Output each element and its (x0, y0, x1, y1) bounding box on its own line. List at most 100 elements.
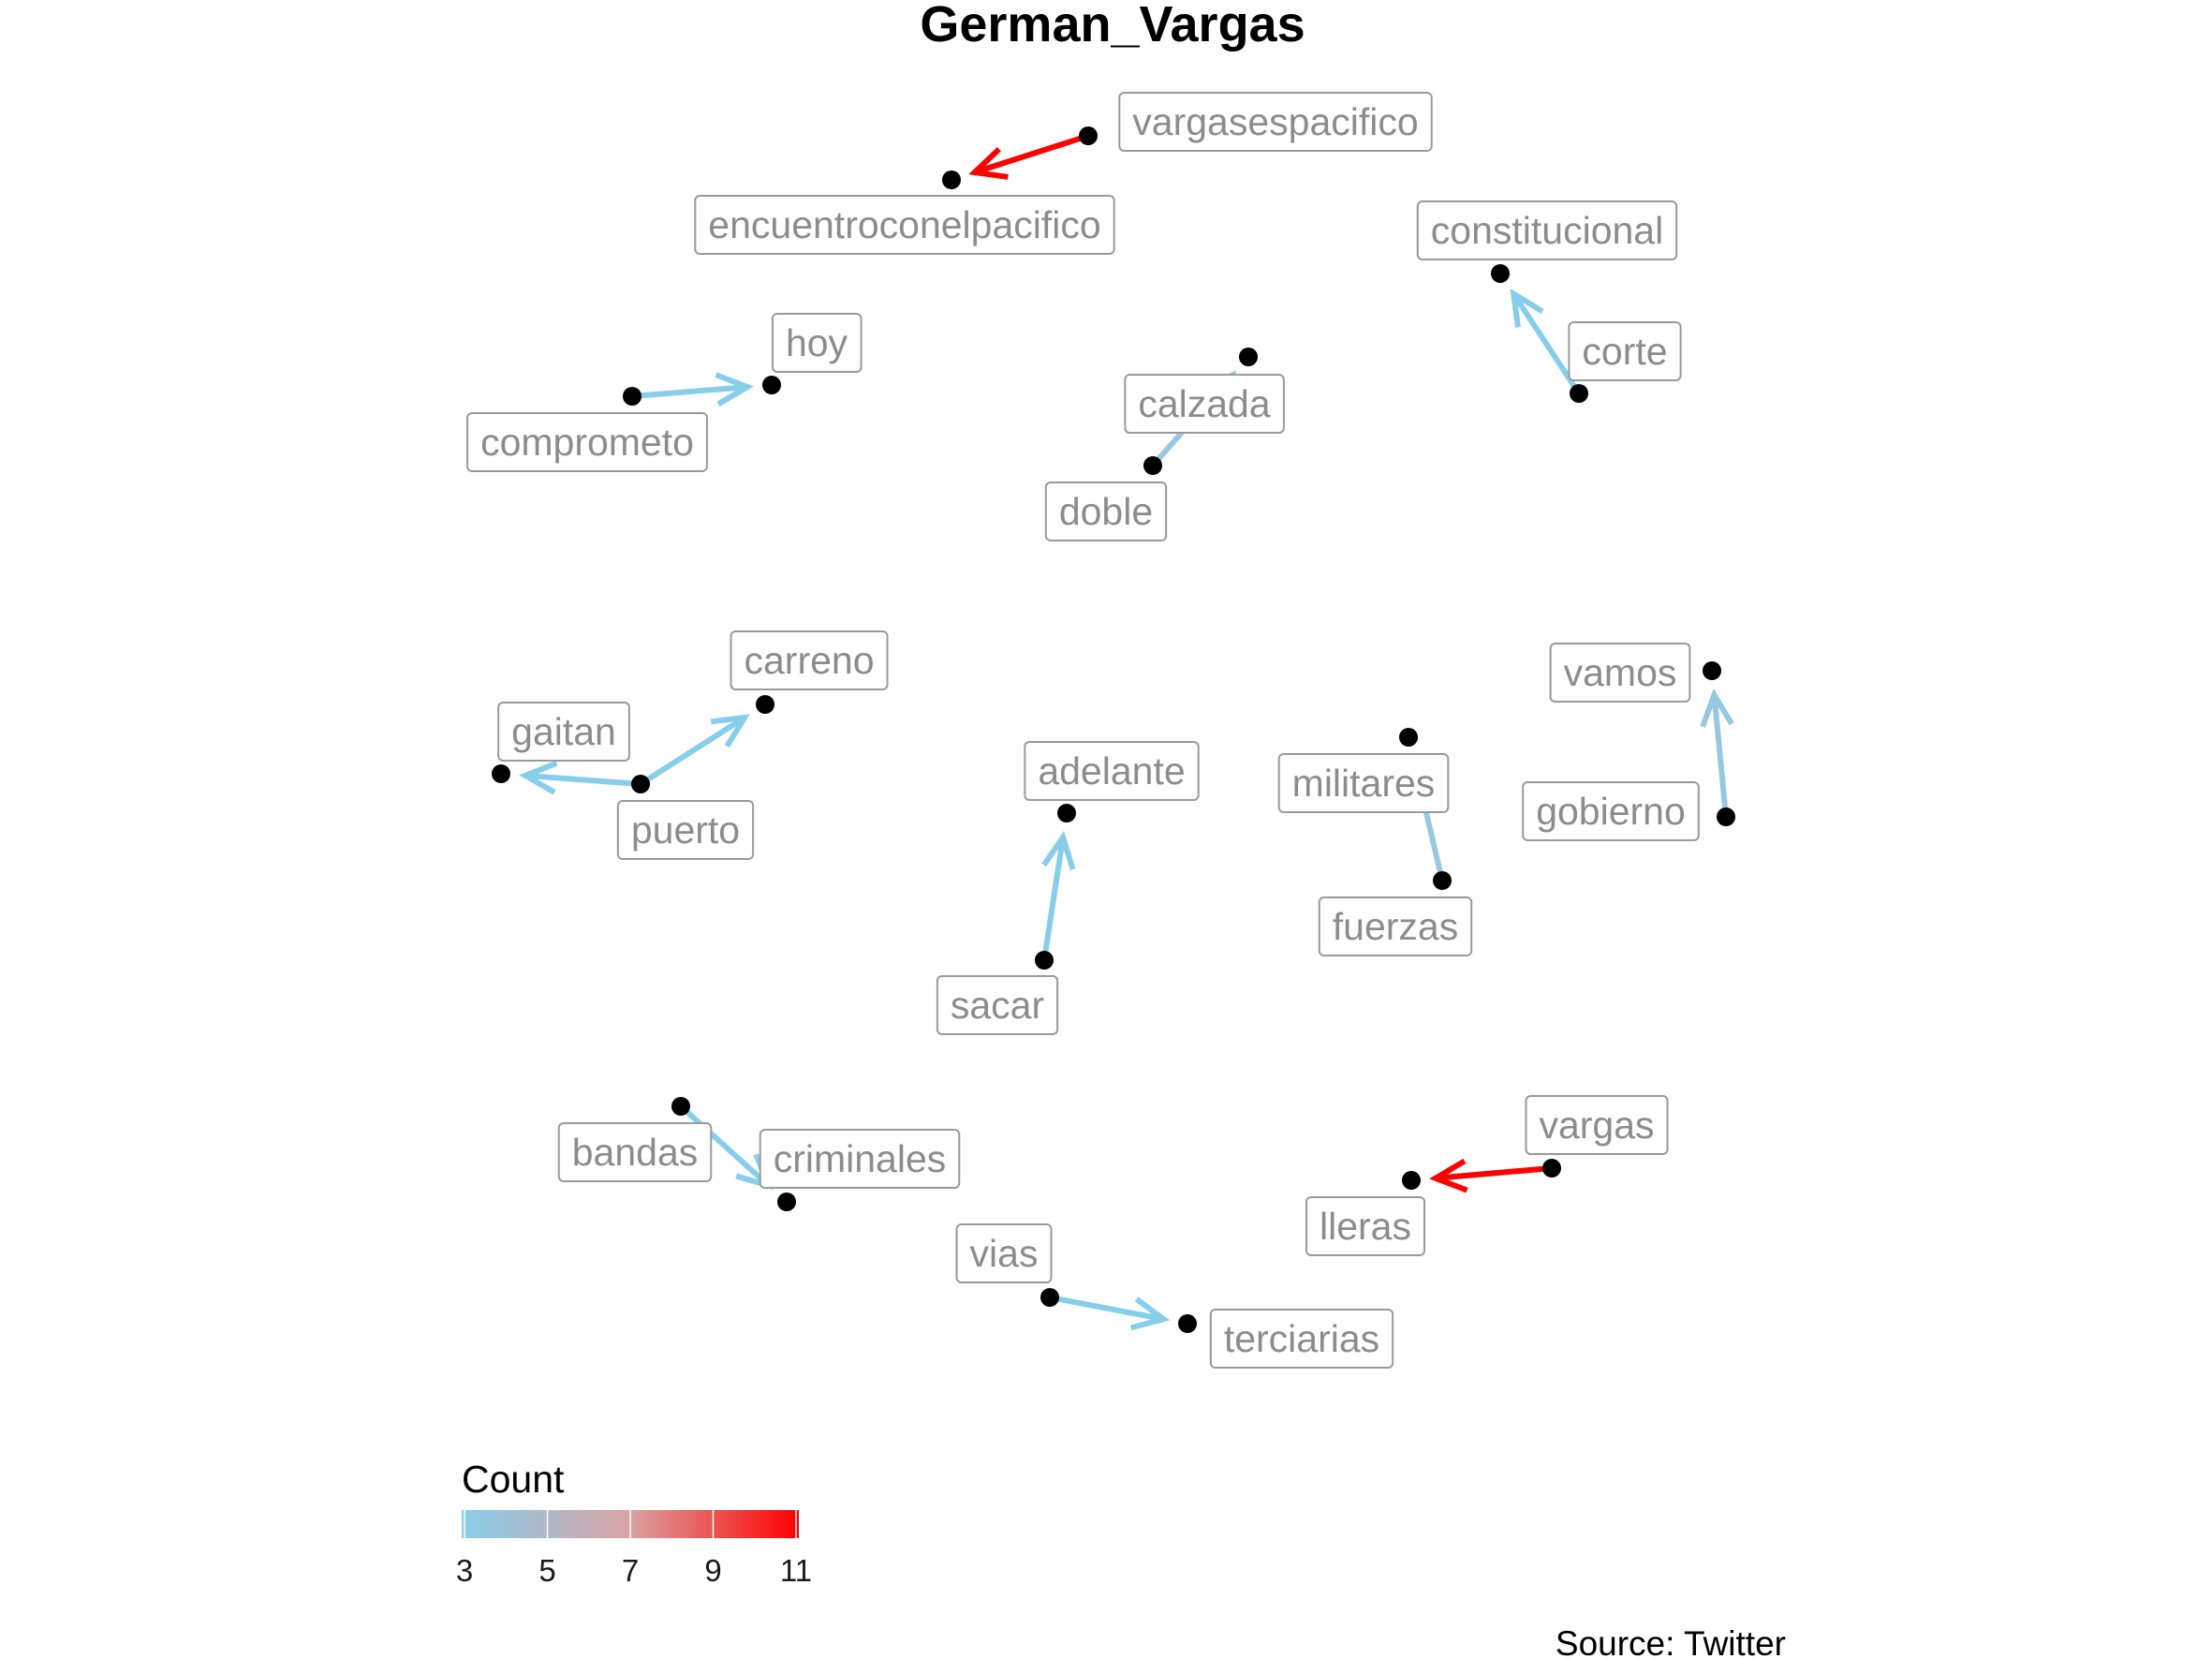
label-text: bandas (572, 1131, 699, 1174)
node-label-vamos: vamos (1549, 643, 1691, 703)
label-text: criminales (774, 1137, 947, 1180)
label-box (1522, 781, 1700, 841)
label-box (1044, 481, 1168, 541)
node-point-calzada (1239, 348, 1258, 366)
label-text: doble (1059, 490, 1153, 533)
node-label-vias: vias (955, 1223, 1053, 1283)
edges-layer (519, 133, 1734, 1331)
node-point-terciarias (1178, 1314, 1197, 1333)
label-box (1525, 1095, 1669, 1155)
label-box (1118, 92, 1433, 152)
node-label-vargas: vargas (1525, 1095, 1669, 1155)
label-box (1305, 1196, 1425, 1256)
arrowhead (1129, 1296, 1171, 1331)
nodes-layer (492, 126, 1735, 1333)
node-point-encuentroconelpacifico (942, 170, 961, 189)
label-box (466, 412, 708, 472)
label-text: militares (1292, 762, 1436, 805)
label-text: adelante (1038, 749, 1185, 792)
node-point-constitucional (1491, 264, 1510, 283)
node-label-gobierno: gobierno (1522, 781, 1700, 841)
node-point-puerto (631, 775, 650, 793)
edge-vias-terciarias (1047, 1295, 1171, 1331)
arrowhead (1041, 830, 1076, 871)
legend-tick-label: 7 (622, 1553, 639, 1588)
node-label-puerto: puerto (616, 800, 755, 860)
labels-layer: vargasespacifico encuentroconelpacifico co… (466, 92, 1700, 1369)
node-point-gaitan (492, 764, 510, 783)
node-point-sacar (1035, 951, 1054, 970)
node-point-corte (1570, 384, 1588, 403)
label-text: hoy (786, 321, 848, 364)
label-text: fuerzas (1333, 905, 1458, 948)
edge-puerto-gaitan (519, 760, 643, 795)
label-box (730, 630, 889, 690)
node-label-carreno: carreno (730, 630, 889, 690)
node-label-hoy: hoy (771, 313, 863, 373)
node-point-vias (1040, 1288, 1059, 1307)
node-label-fuerzas: fuerzas (1318, 896, 1473, 956)
label-text: vargas (1539, 1104, 1654, 1147)
label-text: lleras (1320, 1205, 1411, 1248)
label-text: constitucional (1431, 209, 1663, 252)
node-point-fuerzas (1433, 871, 1452, 890)
label-text: vamos (1564, 651, 1677, 694)
node-point-militares (1399, 728, 1418, 747)
label-box (771, 313, 863, 373)
label-box (557, 1122, 713, 1182)
node-point-doble (1143, 456, 1162, 475)
chart-title: German_Vargas (920, 0, 1305, 52)
arrowhead (715, 372, 754, 407)
node-label-criminales: criminales (759, 1129, 961, 1189)
label-text: encuentroconelpacifico (708, 203, 1100, 246)
label-text: calzada (1138, 382, 1271, 425)
node-point-lleras (1402, 1171, 1421, 1190)
label-box (1024, 741, 1200, 801)
label-text: terciarias (1224, 1317, 1379, 1360)
legend-title: Count (462, 1458, 565, 1501)
label-text: vias (970, 1232, 1039, 1275)
edge-comprometo-hoy (629, 372, 754, 407)
edge-gobierno-vamos (1700, 688, 1734, 820)
node-label-constitucional: constitucional (1416, 200, 1678, 260)
label-text: puerto (631, 808, 740, 852)
node-label-sacar: sacar (936, 975, 1059, 1035)
edge-vargas-lleras (1429, 1158, 1555, 1193)
label-box (1277, 753, 1450, 813)
label-text: gobierno (1536, 790, 1686, 833)
arrowhead (710, 714, 750, 748)
caption: Source: Twitter (1556, 1624, 1786, 1659)
node-point-adelante (1057, 804, 1076, 822)
legend: Count 3 5 7 9 11 (456, 1458, 812, 1588)
node-point-vargas (1542, 1159, 1561, 1178)
node-label-doble: doble (1044, 481, 1168, 541)
edge-puerto-carreno (638, 714, 750, 787)
legend-tick-label: 3 (456, 1553, 473, 1588)
node-label-vargasespacifico: vargasespacifico (1118, 92, 1433, 152)
label-text: sacar (951, 984, 1044, 1027)
node-label-militares: militares (1277, 753, 1450, 813)
node-point-gobierno (1717, 807, 1735, 826)
label-box (497, 702, 630, 762)
arrowhead (968, 147, 1009, 180)
legend-tick-label: 11 (780, 1553, 812, 1588)
legend-tick-label: 9 (704, 1553, 721, 1588)
node-label-gaitan: gaitan (497, 702, 630, 762)
node-label-adelante: adelante (1024, 741, 1200, 801)
edge-corte-constitucional (1510, 288, 1582, 396)
label-text: corte (1582, 330, 1667, 373)
label-box (955, 1223, 1053, 1283)
arrowhead (1429, 1158, 1468, 1193)
node-point-carreno (756, 695, 774, 714)
edge-sacar-adelante (1041, 830, 1076, 963)
node-label-encuentroconelpacifico: encuentroconelpacifico (694, 195, 1115, 255)
label-box (694, 195, 1115, 255)
label-box (1568, 321, 1682, 381)
node-point-vargasespacifico (1079, 126, 1098, 145)
arrowhead (1700, 688, 1734, 728)
label-box (1549, 643, 1691, 703)
node-point-comprometo (623, 387, 641, 406)
label-text: carreno (744, 639, 874, 682)
label-text: vargasespacifico (1132, 100, 1418, 143)
